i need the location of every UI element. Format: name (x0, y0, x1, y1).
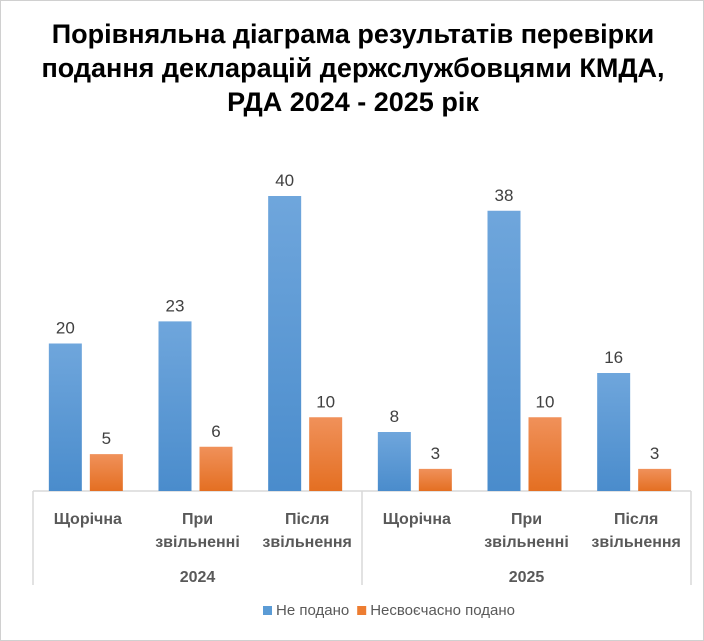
category-label: При (182, 511, 213, 528)
bar (597, 373, 631, 491)
year-label: 2025 (509, 569, 545, 586)
bar (309, 417, 343, 491)
data-label: 8 (390, 407, 399, 426)
bar (638, 468, 672, 491)
data-label: 3 (650, 444, 659, 463)
legend-swatch (357, 606, 367, 615)
data-label: 10 (316, 392, 335, 411)
category-label: Після (614, 511, 658, 528)
bar (199, 446, 233, 491)
data-label: 40 (275, 171, 294, 190)
data-label: 6 (211, 422, 220, 441)
bar (377, 432, 411, 491)
category-label: звільнення (591, 534, 680, 551)
bar (528, 417, 562, 491)
bar (89, 454, 123, 491)
data-label: 38 (495, 186, 514, 205)
category-label: Щорічна (383, 511, 451, 528)
year-label: 2024 (180, 569, 216, 586)
bar (418, 468, 452, 491)
category-label: звільнення (262, 534, 351, 551)
bar (158, 321, 192, 491)
category-label: звільненні (155, 534, 240, 551)
data-label: 23 (166, 296, 185, 315)
category-label: звільненні (484, 534, 569, 551)
legend-label: Несвоєчасно подано (370, 602, 515, 619)
data-label: 10 (536, 392, 555, 411)
category-label: При (511, 511, 542, 528)
bar (268, 196, 302, 491)
category-label: Після (285, 511, 329, 528)
data-label: 20 (56, 319, 75, 338)
bar (487, 210, 521, 491)
data-label: 5 (102, 429, 111, 448)
legend-swatch (263, 606, 272, 615)
category-label: Щорічна (54, 511, 122, 528)
data-label: 16 (604, 348, 623, 367)
legend-label: Не подано (276, 602, 349, 619)
data-label: 3 (431, 444, 440, 463)
chart-title: Порівняльна діаграма результатів перевір… (41, 19, 665, 117)
bar (48, 343, 82, 491)
